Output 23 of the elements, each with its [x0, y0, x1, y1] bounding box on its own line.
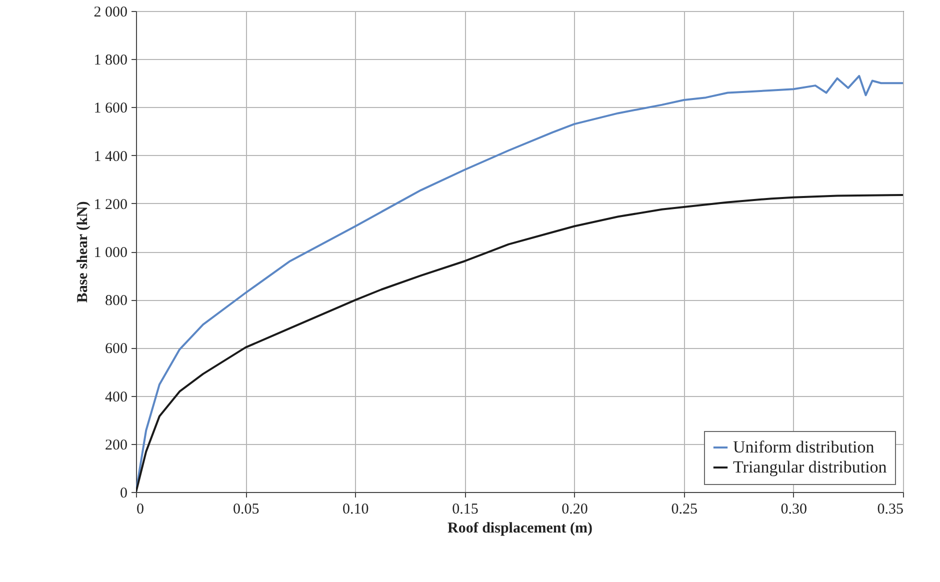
x-tick-label: 0.30 [780, 502, 808, 518]
x-tick-label: 0.15 [452, 502, 478, 518]
y-axis-title: Base shear (kN) [74, 201, 91, 303]
y-tick-label: 1 600 [94, 100, 128, 117]
x-axis-title: Roof displacement (m) [448, 520, 592, 536]
y-tick-label: 1 800 [94, 52, 128, 69]
y-tick-label: 1 400 [94, 148, 128, 165]
y-tick-label: 600 [105, 341, 128, 358]
y-tick-label: 1 000 [94, 245, 128, 261]
y-tick-label: 200 [105, 437, 128, 454]
x-tick-label: 0.20 [562, 502, 588, 518]
y-tick-label: 800 [105, 293, 128, 310]
y-tick-label: 400 [105, 389, 128, 406]
x-tick-label: 0.05 [232, 502, 260, 518]
legend-label: Triangular distribution [733, 458, 888, 476]
x-tick-label: 0 [136, 502, 144, 518]
x-tick-label: 0.35 [877, 502, 904, 518]
y-tick-label: 1 200 [94, 196, 128, 213]
legend-label: Uniform distribution [733, 438, 875, 456]
y-tick-label: 0 [120, 486, 128, 502]
x-tick-label: 0.25 [671, 502, 698, 518]
x-tick-label: 0.10 [342, 502, 369, 518]
y-tick-label: 2 000 [94, 4, 128, 20]
